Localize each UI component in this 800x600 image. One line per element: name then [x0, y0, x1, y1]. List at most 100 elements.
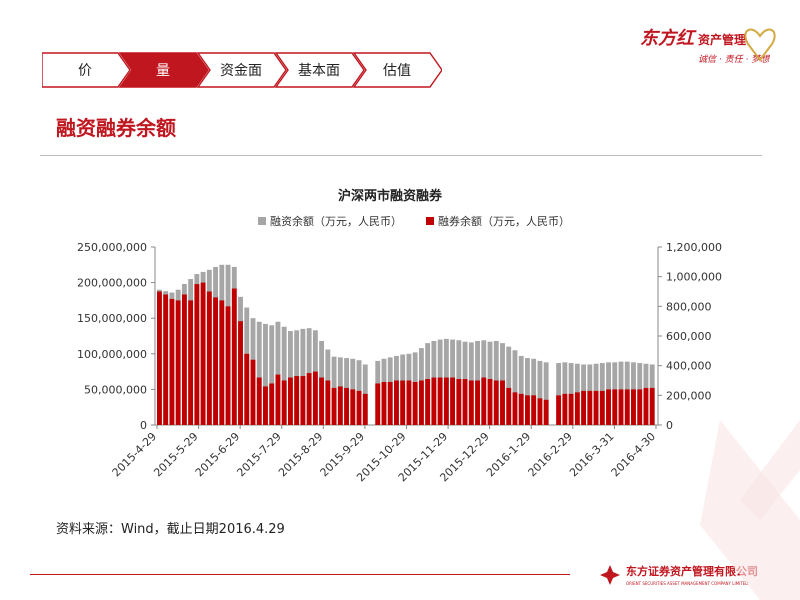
bar-securities [568, 393, 574, 425]
bar-securities [462, 379, 468, 425]
logo: 东方红 资产管理 诚信 · 责任 · 梦想 [640, 28, 776, 65]
bar-financing [506, 346, 512, 425]
tab-4[interactable]: 基本面 [274, 52, 365, 88]
bar-securities [643, 387, 649, 425]
bar-securities [375, 383, 381, 425]
bar-securities [443, 377, 449, 425]
divider [40, 155, 762, 156]
bar-financing [275, 321, 281, 425]
tab-3[interactable]: 资金面 [196, 52, 287, 88]
logo-brand: 东方红 [640, 28, 697, 49]
y-right-tick-label: 400,000 [666, 360, 712, 373]
tab-label: 量 [156, 63, 170, 79]
legend-swatch-financing [258, 217, 266, 225]
bar-securities [431, 377, 437, 425]
bar-financing [518, 355, 524, 425]
tab-2[interactable]: 量 [118, 52, 209, 88]
tab-shape [42, 52, 131, 88]
logo-text: 资产管理 [698, 32, 746, 47]
bar-financing [556, 363, 562, 425]
bar-securities [250, 359, 256, 425]
bar-securities [331, 387, 337, 425]
heart-icon [744, 28, 776, 62]
tab-shape [118, 52, 209, 88]
chart-legend: 融资余额（万元，人民币） 融券余额（万元，人民币） [258, 214, 570, 228]
bar-securities [287, 377, 293, 425]
y-right-tick-label: 200,000 [666, 389, 712, 402]
bar-securities [350, 389, 356, 425]
bar-securities [606, 389, 611, 425]
footer-logo: 东方证券资产管理有限公司 ORIENT SECURITIES ASSET MAN… [600, 564, 758, 586]
bar-securities [157, 291, 162, 425]
series-financing [157, 264, 655, 425]
bar-securities [450, 377, 456, 425]
bar-securities [631, 389, 636, 425]
bar-securities [506, 387, 512, 425]
bar-securities [531, 395, 537, 425]
y-left-tick-label: 250,000,000 [77, 241, 147, 254]
legend-swatch-securities [426, 217, 434, 225]
bar-securities [281, 380, 287, 425]
bar-financing [562, 362, 568, 425]
bar-financing [269, 325, 275, 425]
y-right-tick-label: 0 [666, 419, 673, 432]
legend-label-financing: 融资余额（万元，人民币） [270, 214, 402, 228]
bar-financing [531, 358, 537, 425]
bar-securities [175, 300, 181, 425]
bar-securities [219, 300, 225, 425]
bar-securities [418, 380, 424, 425]
source-note: 资料来源：Wind，截止日期2016.4.29 [56, 522, 285, 537]
tab-5[interactable]: 估值 [352, 52, 442, 88]
bar-securities [468, 380, 474, 425]
legend-label-securities: 融券余额（万元，人民币） [438, 214, 570, 228]
bar-securities [593, 390, 599, 425]
bar-securities [312, 371, 318, 425]
bar-securities [599, 390, 605, 425]
bar-securities [325, 380, 331, 425]
tab-label: 价 [78, 63, 92, 79]
company-name-cn: 东方证券资产管理有限公司 [626, 564, 758, 578]
y-right-tick-label: 800,000 [666, 300, 712, 313]
bar-securities [200, 282, 206, 425]
bar-securities [356, 390, 362, 425]
bar-securities [493, 380, 499, 425]
bar-securities [574, 392, 580, 425]
bar-securities [487, 379, 493, 425]
bar-securities [425, 379, 431, 425]
y-left-tick-label: 200,000,000 [77, 277, 147, 290]
bar-securities [437, 377, 443, 425]
bar-securities [456, 379, 462, 425]
bar-financing [512, 350, 518, 425]
bar-securities [400, 380, 406, 425]
bar-securities [556, 395, 562, 425]
bar-securities [300, 376, 306, 425]
bar-financing [263, 323, 268, 425]
bar-securities [406, 380, 412, 425]
plot-area: 0 50,000,000 100,000,000 150,000,000 200,000… [77, 241, 722, 484]
tab-shape [274, 52, 365, 88]
tab-label: 资金面 [220, 63, 262, 79]
tab-shape [352, 52, 442, 88]
bar-financing [256, 321, 262, 425]
bar-securities [518, 393, 524, 425]
bar-securities [624, 389, 630, 425]
bar-securities [637, 389, 643, 425]
bar-securities [269, 383, 275, 425]
bar-securities [381, 381, 387, 425]
bar-securities [319, 377, 325, 425]
bar-securities [188, 300, 194, 425]
bar-securities [500, 380, 505, 425]
tab-1[interactable]: 价 [42, 52, 131, 88]
bar-securities [581, 390, 587, 425]
bar-securities [512, 392, 518, 425]
series-securities [157, 282, 655, 425]
section-title: 融资融券余额 [56, 116, 176, 140]
bar-securities [238, 321, 243, 425]
company-logo-icon [600, 565, 620, 585]
decorative-shape [700, 420, 800, 600]
bar-securities [475, 380, 480, 425]
footer-divider [30, 574, 570, 575]
bar-securities [263, 386, 268, 425]
y-left-tick-label: 50,000,000 [84, 383, 147, 396]
bar-securities [231, 288, 237, 425]
